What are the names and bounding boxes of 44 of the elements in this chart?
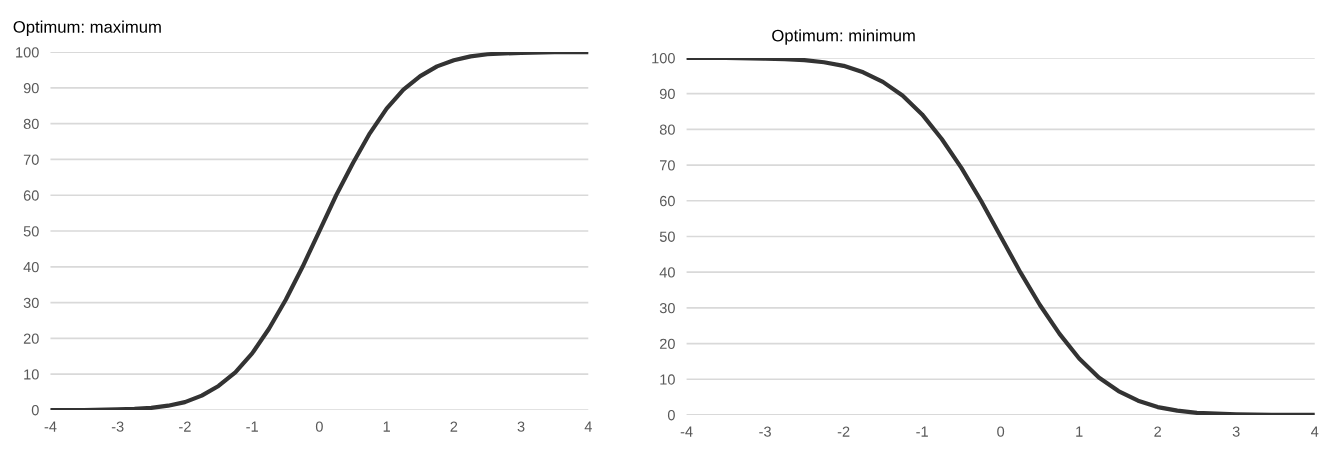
y-tick-label: 20: [659, 338, 675, 349]
x-tick-label: 2: [1154, 426, 1162, 437]
line-series: [686, 57, 1315, 415]
y-tick-label: 40: [659, 267, 675, 278]
y-tick-label: 100: [16, 47, 39, 58]
y-tick-label: 50: [659, 231, 675, 242]
y-tick-label: 80: [23, 118, 39, 130]
x-tick-label: -1: [246, 421, 258, 432]
y-tick-label: 10: [660, 374, 675, 385]
x-tick-label: 4: [1311, 426, 1319, 437]
y-tick-label: 30: [659, 302, 675, 314]
y-tick-label: 90: [659, 88, 675, 100]
y-tick-label: 70: [23, 154, 39, 165]
x-tick-label: -1: [916, 426, 928, 437]
y-tick-label: 60: [659, 195, 675, 207]
line-series: [50, 52, 589, 410]
x-tick-label: -3: [111, 421, 124, 432]
x-tick-label: 4: [584, 421, 592, 432]
y-tick-label: 70: [659, 160, 675, 171]
y-tick-label: 0: [31, 405, 39, 416]
chart-title: Optimum: maximum: [13, 20, 161, 37]
x-tick-label: 3: [517, 421, 525, 432]
x-tick-label: -2: [837, 426, 850, 437]
x-tick-label: -3: [759, 426, 771, 437]
x-tick-label: 0: [315, 421, 323, 432]
y-tick-label: 90: [23, 82, 39, 94]
x-tick-label: 0: [997, 426, 1005, 437]
y-tick-label: 20: [23, 333, 39, 344]
y-tick-label: 80: [659, 124, 675, 135]
x-tick-label: 3: [1232, 426, 1240, 437]
chart-title: Optimum: minimum: [772, 29, 915, 45]
x-tick-label: 1: [1076, 426, 1083, 437]
x-tick-label: 1: [383, 421, 390, 432]
y-tick-label: 0: [667, 410, 675, 421]
y-tick-label: 100: [652, 53, 675, 64]
x-tick-label: -2: [179, 421, 191, 432]
x-tick-label: -4: [680, 426, 693, 437]
x-tick-label: 2: [450, 421, 458, 432]
y-tick-label: 60: [23, 190, 39, 201]
y-tick-label: 40: [23, 261, 39, 273]
x-tick-label: -4: [44, 421, 57, 432]
y-tick-label: 30: [23, 297, 39, 309]
y-tick-label: 50: [23, 226, 39, 237]
y-tick-label: 10: [24, 369, 39, 380]
